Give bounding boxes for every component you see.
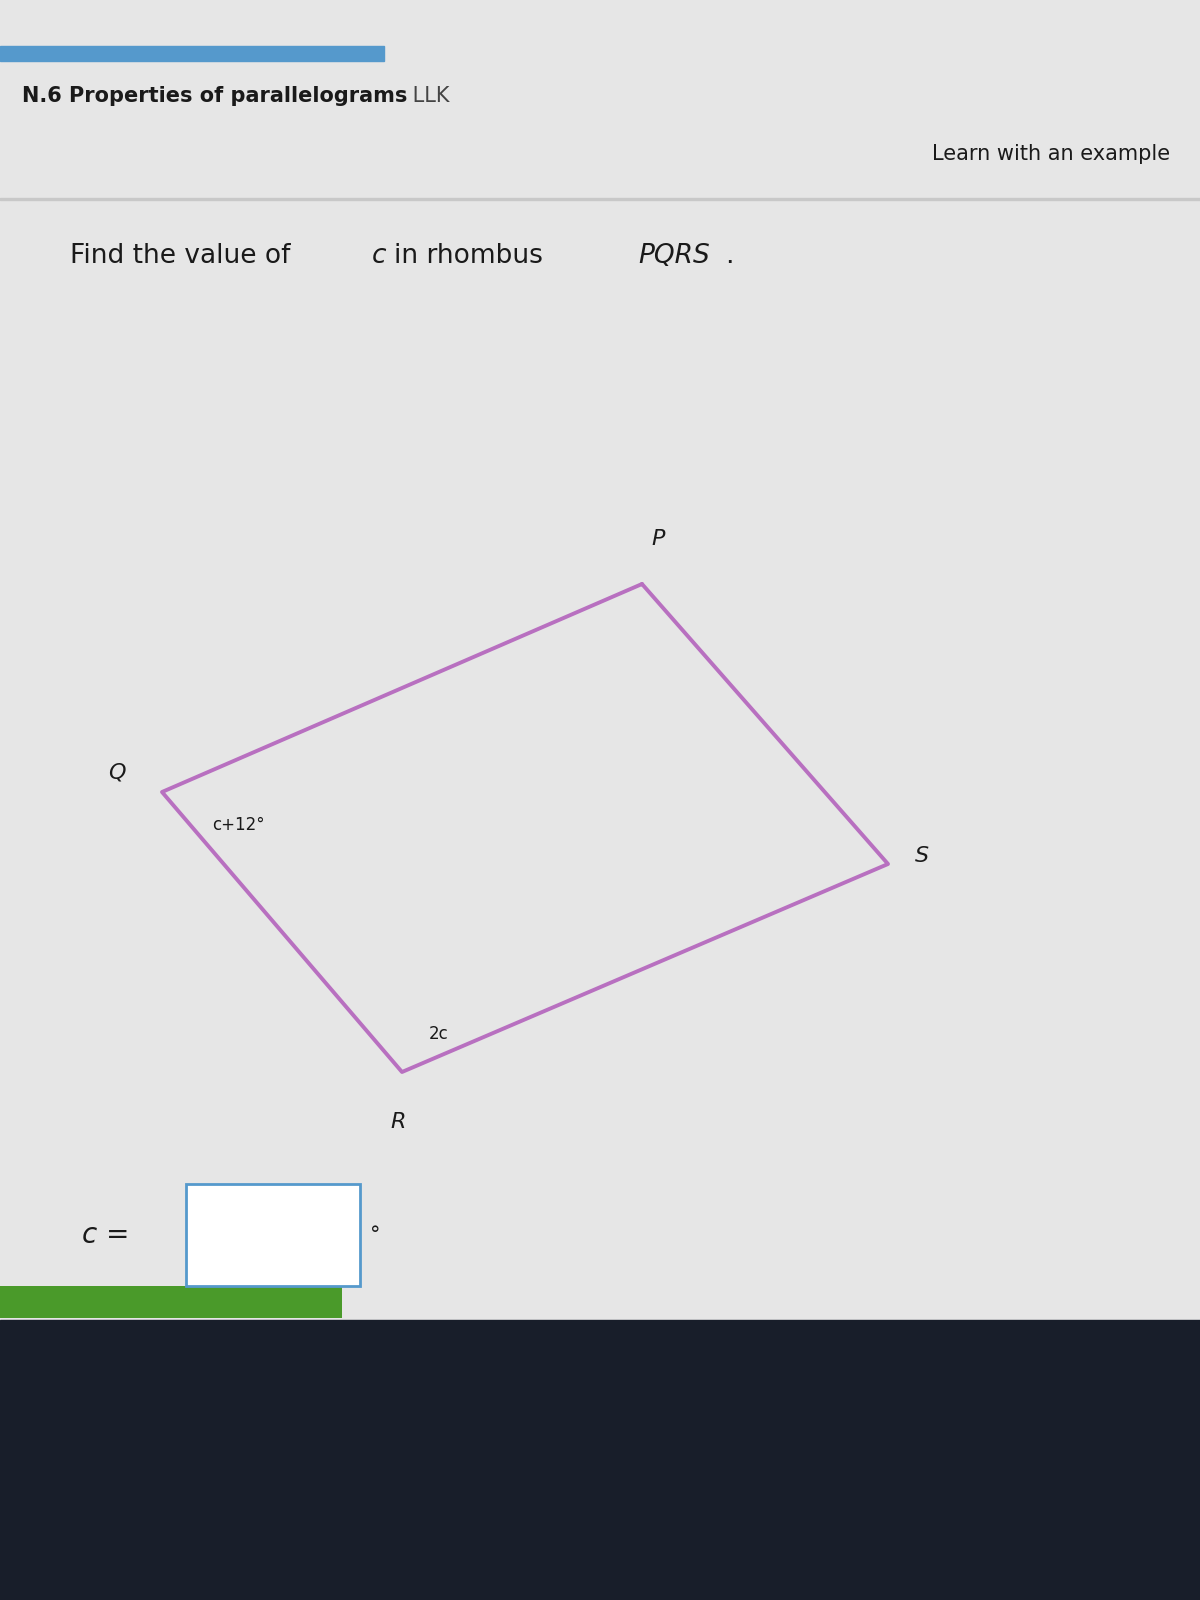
Text: c+12°: c+12°	[212, 816, 265, 834]
Text: N.6 Properties of parallelograms: N.6 Properties of parallelograms	[22, 86, 407, 106]
Bar	[0, 46, 384, 61]
Text: c =: c =	[82, 1221, 128, 1250]
Text: .: .	[725, 243, 733, 269]
Text: in rhombus: in rhombus	[394, 243, 542, 269]
Text: c: c	[372, 243, 386, 269]
Text: 2c: 2c	[428, 1026, 448, 1043]
Text: Find the value of: Find the value of	[70, 243, 290, 269]
Text: LLK: LLK	[406, 86, 449, 106]
Text: R: R	[390, 1112, 406, 1133]
Bar	[0, 1320, 1200, 1600]
Bar	[0, 1286, 342, 1318]
Text: Learn with an example: Learn with an example	[932, 144, 1170, 165]
Text: PQRS: PQRS	[638, 243, 710, 269]
Bar	[0, 198, 1200, 200]
Text: P: P	[652, 528, 665, 549]
Text: S: S	[914, 846, 929, 866]
Text: Q: Q	[108, 763, 126, 782]
Bar	[186, 1184, 360, 1286]
Text: °: °	[370, 1226, 380, 1245]
